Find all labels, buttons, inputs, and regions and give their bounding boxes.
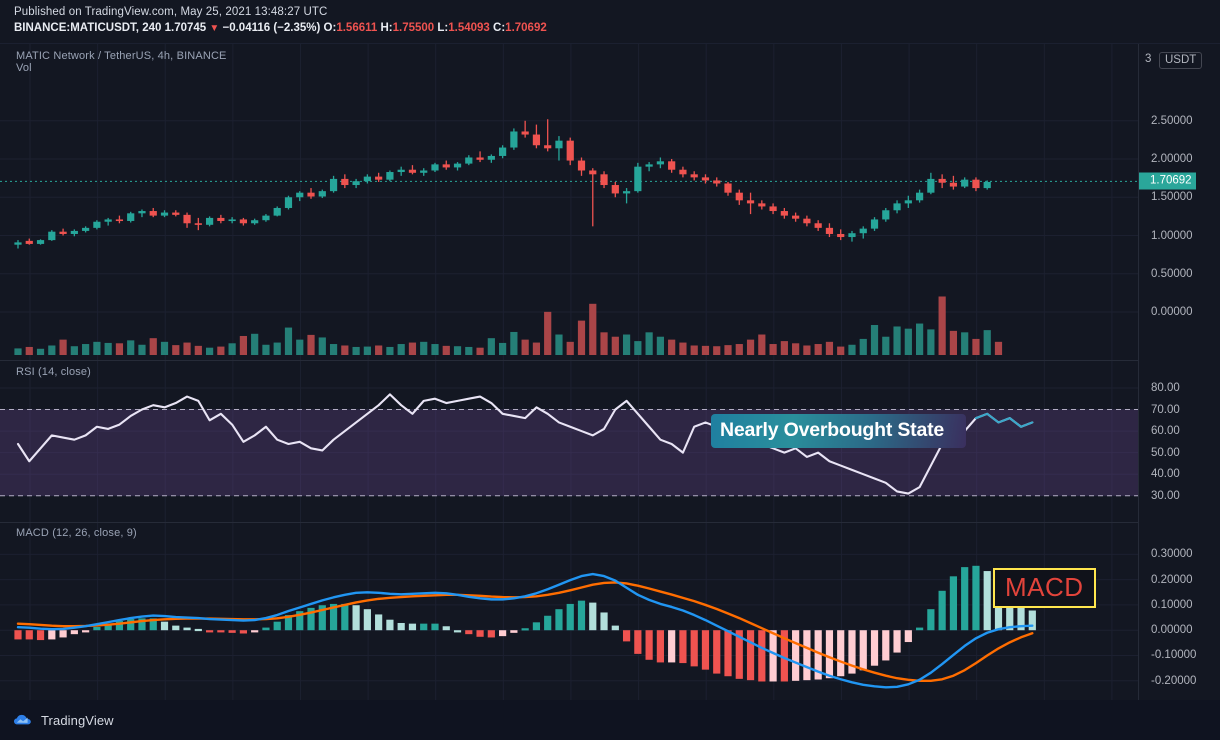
macd-axis-tick: -0.20000 xyxy=(1151,674,1197,687)
pane-divider-1[interactable] xyxy=(0,360,1138,361)
price-axis-tick: 1.50000 xyxy=(1151,191,1193,204)
price-axis-tick: 1.00000 xyxy=(1151,229,1193,242)
price-axis-tick: 2.50000 xyxy=(1151,114,1193,127)
rsi-axis-tick: 30.00 xyxy=(1151,489,1180,502)
open-label: O: xyxy=(323,22,337,34)
last-price-badge: 1.70692 xyxy=(1139,172,1196,190)
rsi-pane[interactable]: RSI (14, close) xyxy=(0,361,1220,522)
low-label: L: xyxy=(437,22,449,34)
macd-axis-tick: 0.10000 xyxy=(1151,598,1193,611)
last-price-value: 1.70745 xyxy=(164,22,207,34)
price-axis-tick: 0.00000 xyxy=(1151,306,1193,318)
overbought-annotation: Nearly Overbought State xyxy=(711,414,966,448)
price-scale-number: 3 xyxy=(1145,53,1152,65)
price-axis-tick: 2.00000 xyxy=(1151,153,1193,166)
high-label: H: xyxy=(380,22,393,34)
low-value: 1.54093 xyxy=(448,22,490,34)
macd-axis-tick: 0.00000 xyxy=(1151,624,1193,637)
price-axis-tick: 0.50000 xyxy=(1151,267,1193,280)
macd-axis-tick: 0.20000 xyxy=(1151,573,1193,586)
rsi-axis-tick: 70.00 xyxy=(1151,403,1180,416)
price-pane[interactable]: MATIC Network / TetherUS, 4h, BINANCE Vo… xyxy=(0,44,1220,360)
published-header: Published on TradingView.com, May 25, 20… xyxy=(0,0,1220,44)
rsi-axis-tick: 40.00 xyxy=(1151,468,1180,481)
interval-label: 240 xyxy=(142,22,162,34)
rsi-axis-tick: 60.00 xyxy=(1151,425,1180,438)
macd-pane[interactable]: MACD (12, 26, close, 9) xyxy=(0,523,1220,722)
down-arrow-icon: ▼ xyxy=(209,23,220,34)
rsi-axis-tick: 50.00 xyxy=(1151,446,1180,459)
tradingview-logo-icon xyxy=(14,714,31,725)
high-value: 1.75500 xyxy=(392,22,435,34)
tradingview-brand-label: TradingView xyxy=(41,712,114,728)
close-value: 1.70692 xyxy=(505,22,547,34)
rsi-chart-canvas xyxy=(0,361,1138,522)
macd-chart-canvas xyxy=(0,523,1138,722)
macd-axis-tick: 0.30000 xyxy=(1151,548,1193,561)
pane-divider-2[interactable] xyxy=(0,522,1138,523)
rsi-axis-tick: 80.00 xyxy=(1151,381,1180,394)
price-change-value: −0.04116 (−2.35%) xyxy=(222,22,321,34)
price-chart-canvas xyxy=(0,44,1138,360)
footer-bar: TradingView xyxy=(0,700,1220,740)
macd-axis-tick: -0.10000 xyxy=(1151,649,1197,662)
quote-summary: BINANCE:MATICUSDT, 240 1.70745 ▼ −0.0411… xyxy=(14,21,1220,36)
open-value: 1.56611 xyxy=(336,22,378,34)
price-axis[interactable]: 3 USDT 2.50000 2.00000 1.50000 1.00000 0.500… xyxy=(1138,44,1220,740)
close-label: C: xyxy=(493,22,506,34)
chart-area[interactable]: MATIC Network / TetherUS, 4h, BINANCE Vo… xyxy=(0,44,1220,740)
currency-badge[interactable]: USDT xyxy=(1159,52,1203,69)
macd-annotation: MACD xyxy=(993,568,1096,608)
published-timestamp: Published on TradingView.com, May 25, 20… xyxy=(14,6,328,18)
symbol-label: BINANCE:MATICUSDT, xyxy=(14,22,140,34)
